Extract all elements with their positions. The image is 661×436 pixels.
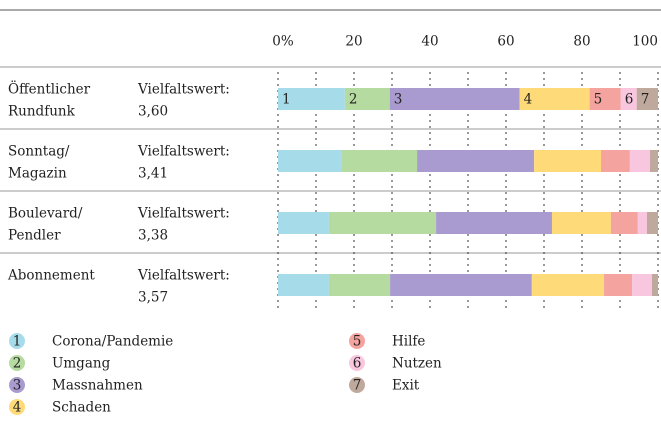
bar-segment (620, 88, 637, 110)
legend-swatch (9, 399, 25, 415)
legend-label: Hilfe (392, 334, 425, 350)
segment-number: 5 (594, 92, 603, 108)
segment-number: 7 (641, 92, 650, 108)
legend-label: Umgang (52, 356, 111, 372)
row-label: Magazin (8, 166, 67, 182)
segment-number: 2 (349, 92, 358, 108)
score: 3,41 (138, 166, 168, 182)
bar-segment (341, 150, 418, 172)
bar-segment (436, 212, 552, 234)
legend-label: Schaden (52, 400, 111, 416)
bar-segment (278, 212, 329, 234)
bar-segment (278, 274, 329, 296)
bar-segment (651, 274, 658, 296)
bar-segment (519, 88, 590, 110)
score: 3,57 (138, 290, 168, 306)
x-tick-label: 60 (497, 34, 514, 50)
x-tick-label: 0% (272, 34, 294, 50)
legend-swatch (349, 333, 365, 349)
bar-segment (601, 150, 630, 172)
bar-segment (278, 88, 345, 110)
row-label: Pendler (8, 228, 61, 244)
segment-number: 6 (625, 92, 634, 108)
score: 3,60 (138, 104, 168, 120)
legend-swatch (349, 355, 365, 371)
bar-segment (589, 88, 621, 110)
bar-segment (637, 212, 647, 234)
bar-segment (610, 212, 638, 234)
bar-segment (417, 150, 535, 172)
bar-segment (632, 274, 652, 296)
row-label: Sonntag/ (8, 144, 70, 160)
segment-number: 3 (394, 92, 403, 108)
bar-segment (636, 88, 658, 110)
bar-segment (646, 212, 658, 234)
x-tick-label: 40 (421, 34, 438, 50)
bar-segment (531, 274, 605, 296)
row-label: Öffentlicher (8, 81, 91, 98)
bar-segment (390, 274, 532, 296)
bar-segment (604, 274, 633, 296)
bar-segment (278, 150, 342, 172)
legend-swatch (9, 355, 25, 371)
legend-label: Nutzen (392, 356, 442, 372)
bar-segment (328, 212, 437, 234)
x-tick-label: 100 (632, 34, 658, 50)
legend-number: 3 (13, 378, 22, 394)
bar-segment (389, 88, 520, 110)
bar-segment (551, 212, 611, 234)
score-label: Vielfaltswert: (137, 206, 230, 222)
score-label: Vielfaltswert: (137, 144, 230, 160)
legend-number: 1 (13, 334, 22, 350)
legend-swatch (9, 333, 25, 349)
legend-swatch (9, 377, 25, 393)
legend-number: 6 (353, 356, 362, 372)
score: 3,38 (138, 228, 168, 244)
segment-number: 4 (524, 92, 533, 108)
score-label: Vielfaltswert: (137, 268, 230, 284)
row-label: Boulevard/ (8, 206, 83, 222)
x-tick-label: 80 (573, 34, 590, 50)
legend-label: Exit (392, 378, 420, 394)
legend-number: 4 (13, 400, 22, 416)
row-label: Rundfunk (8, 104, 76, 120)
legend-label: Corona/Pandemie (52, 334, 173, 350)
bar-segment (344, 88, 390, 110)
bar-segment (650, 150, 658, 172)
segment-number: 1 (282, 92, 291, 108)
x-tick-label: 20 (345, 34, 362, 50)
legend-label: Massnahmen (52, 378, 143, 394)
legend-number: 7 (353, 378, 362, 394)
row-label: Abonnement (7, 268, 95, 284)
legend-swatch (349, 377, 365, 393)
bar-segment (534, 150, 601, 172)
bar-segment (328, 274, 391, 296)
legend-number: 5 (353, 334, 362, 350)
score-label: Vielfaltswert: (137, 82, 230, 98)
bar-segment (629, 150, 651, 172)
legend-number: 2 (13, 356, 22, 372)
